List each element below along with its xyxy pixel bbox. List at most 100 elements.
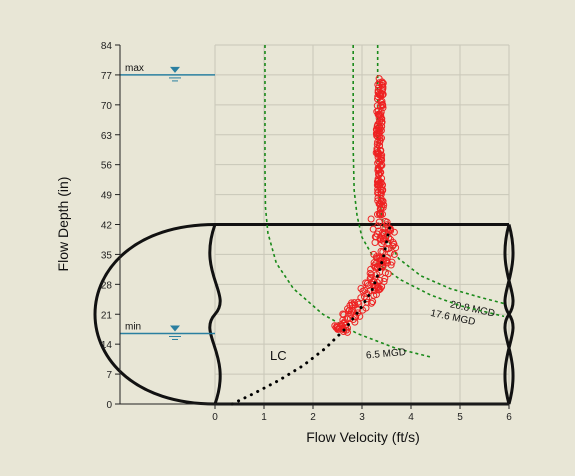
lc-label: LC [270, 348, 287, 363]
scatter-point [363, 295, 371, 303]
y-tick-label: 21 [101, 310, 113, 321]
scatter-point [378, 122, 386, 130]
pipe-right-seam-b [503, 224, 515, 405]
scatter-point [376, 128, 384, 136]
scatter-point [383, 221, 391, 229]
water-level-label-max: max [125, 63, 144, 74]
y-tick-label: 7 [106, 370, 112, 381]
scatter-point [376, 276, 384, 284]
scatter-point [374, 120, 382, 128]
lc-curve: LC [230, 223, 392, 406]
x-tick-label: 2 [310, 412, 316, 423]
scatter-point [375, 179, 383, 187]
scatter-point [366, 269, 374, 277]
scatter-point [377, 190, 385, 198]
scatter-point [379, 186, 387, 194]
scatter-point [375, 90, 383, 98]
scatter-point [379, 83, 387, 91]
scatter-point [374, 110, 382, 118]
scatter-point [359, 287, 367, 295]
flow-curve-2 [352, 45, 505, 318]
scatter-point [367, 273, 375, 281]
scatter-point [378, 119, 386, 127]
y-tick-label: 35 [101, 250, 113, 261]
scatter-point [363, 289, 371, 297]
scatter-point [386, 249, 394, 257]
x-tick-label: 0 [212, 412, 218, 423]
scatter-point [374, 194, 382, 202]
scatter-point [379, 102, 387, 110]
scatter-points [331, 75, 400, 336]
scatter-point [349, 316, 357, 324]
scatter-point [376, 209, 384, 217]
scatter-point [343, 328, 351, 336]
scatter-point [389, 242, 397, 250]
scatter-point [377, 154, 385, 162]
scatter-point [374, 227, 382, 235]
scatter-point [379, 263, 387, 271]
scatter-point [332, 324, 340, 332]
y-tick-label: 63 [101, 131, 113, 142]
scatter-point [364, 282, 372, 290]
y-tick-label: 28 [101, 280, 113, 291]
scatter-point [371, 239, 379, 247]
scatter-point [375, 254, 383, 262]
x-tick-label: 6 [506, 412, 512, 423]
scatter-point [373, 178, 381, 186]
scatter-point [372, 130, 380, 138]
scatter-point [378, 80, 386, 88]
scatter-point [346, 301, 354, 309]
scatter-point [377, 110, 385, 118]
pipe-left-seam [208, 223, 222, 405]
scatter-point [377, 247, 385, 255]
scatter-point [359, 306, 367, 314]
scatter-point [339, 310, 347, 318]
scatter-point [371, 263, 379, 271]
scatter-point [368, 299, 376, 307]
water-levels: max min [120, 63, 215, 340]
scatter-point [373, 145, 381, 153]
x-tick-label: 5 [457, 412, 463, 423]
scatter-point [340, 318, 348, 326]
y-axis-label: Flow Depth (in) [55, 177, 71, 272]
x-tick-label: 1 [261, 412, 267, 423]
scatter-point [383, 218, 391, 226]
scatter-point [376, 158, 384, 166]
scatter-point [375, 84, 383, 92]
scatter-point [384, 270, 392, 278]
y-tick-label: 14 [101, 340, 113, 351]
y-tick-label: 70 [101, 101, 113, 112]
scatter-point [390, 250, 398, 258]
scatter-point [375, 210, 383, 218]
flow-curve-1 [376, 45, 505, 305]
scatter-point [373, 254, 381, 262]
y-tick-label: 77 [101, 71, 113, 82]
scatter-point [355, 300, 363, 308]
scatter-point [367, 215, 375, 223]
scatter-point [376, 146, 384, 154]
scatter-point [379, 90, 387, 98]
pipe-left-end [93, 223, 216, 406]
scatter-point [376, 137, 384, 145]
scatter-point [387, 236, 395, 244]
y-tick-label: 42 [101, 221, 113, 232]
x-axis-label: Flow Velocity (ft/s) [306, 429, 420, 445]
x-tick-label: 4 [408, 412, 414, 423]
scatter-point [340, 311, 348, 319]
flow-curve-3 [264, 45, 431, 358]
scatter-point [374, 175, 382, 183]
scatter-point [356, 312, 364, 320]
scatter-point [388, 258, 396, 266]
x-tick-label: 3 [359, 412, 365, 423]
water-level-marker [170, 325, 180, 332]
scatter-point [387, 261, 395, 269]
scatter-point [374, 222, 382, 230]
lc-line [230, 223, 392, 406]
y-tick-label: 49 [101, 191, 113, 202]
y-tick-label: 56 [101, 161, 113, 172]
water-level-marker [170, 66, 180, 73]
y-tick-label: 0 [106, 400, 112, 411]
